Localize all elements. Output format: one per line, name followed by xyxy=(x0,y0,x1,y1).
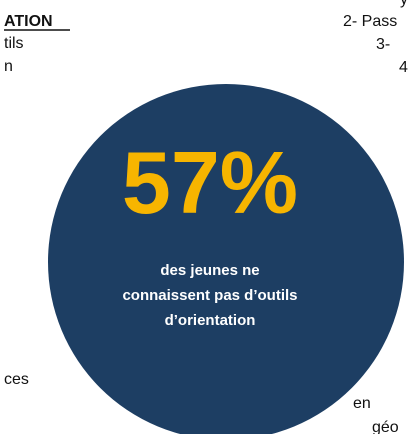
stat-caption: connaissent pas d’outils xyxy=(122,287,297,304)
text-fragment: 2- Pass xyxy=(343,13,397,30)
text-fragment: n xyxy=(4,58,13,75)
text-fragment: 3- xyxy=(376,36,390,53)
text-fragment: y xyxy=(400,0,408,8)
text-fragment: ces xyxy=(4,371,29,388)
text-fragment: géo xyxy=(372,419,399,434)
stat-caption: d’orientation xyxy=(165,312,256,329)
heading: ATION xyxy=(4,13,53,30)
stat-figure: 57% xyxy=(122,133,298,232)
text-fragment: 4 xyxy=(399,59,408,76)
text-fragment: en xyxy=(353,395,371,412)
stat-caption: des jeunes ne xyxy=(160,262,259,279)
text-fragment: tils xyxy=(4,35,24,52)
stat-circle xyxy=(48,84,404,434)
